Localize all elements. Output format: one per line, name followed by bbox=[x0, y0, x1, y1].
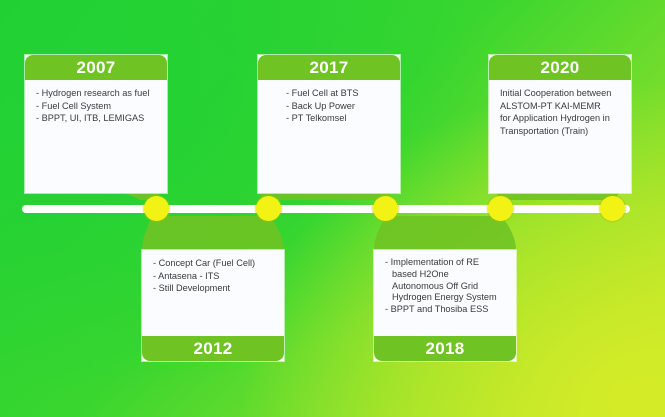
milestone-card-2018: - Implementation of RE based H2One Auton… bbox=[374, 250, 516, 361]
milestone-year: 2007 bbox=[25, 55, 167, 80]
milestone-line: Transportation (Train) bbox=[500, 125, 589, 136]
milestone-body: - Implementation of RE based H2One Auton… bbox=[374, 250, 516, 336]
milestone-line: - PT Telkomsel bbox=[286, 113, 347, 123]
milestone-line: based H2One bbox=[392, 268, 449, 279]
milestone-card-2007: 2007 - Hydrogen research as fuel - Fuel … bbox=[25, 55, 167, 193]
milestone-line: - Back Up Power bbox=[286, 100, 355, 111]
milestone-year: 2017 bbox=[258, 55, 400, 80]
milestone-line: - Antasena - ITS bbox=[153, 270, 220, 281]
milestone-line: Autonomous Off Grid bbox=[392, 280, 479, 291]
milestone-year: 2020 bbox=[489, 55, 631, 80]
milestone-line: Hydrogen Energy System bbox=[392, 292, 497, 303]
milestone-body: - Fuel Cell at BTS - Back Up Power - PT … bbox=[258, 80, 400, 193]
milestone-card-2020: 2020 Initial Cooperation between ALSTOM-… bbox=[489, 55, 631, 193]
milestone-line: Initial Cooperation between bbox=[500, 88, 612, 98]
timeline-dot-2007 bbox=[144, 196, 169, 221]
timeline-dot-2018 bbox=[488, 196, 513, 221]
milestone-line: - Still Development bbox=[153, 283, 231, 293]
milestone-line: - Fuel Cell at BTS bbox=[286, 88, 359, 98]
milestone-line: - BPPT and Thosiba ESS bbox=[385, 304, 489, 315]
milestone-body: - Concept Car (Fuel Cell) - Antasena - I… bbox=[142, 250, 284, 336]
milestone-line: for Application Hydrogen in bbox=[500, 113, 610, 123]
milestone-body: - Hydrogen research as fuel - Fuel Cell … bbox=[25, 80, 167, 193]
milestone-year: 2012 bbox=[142, 336, 284, 361]
milestone-line: - Hydrogen research as fuel bbox=[36, 88, 150, 98]
milestone-line: - Implementation of RE bbox=[385, 257, 479, 267]
milestone-line: - BPPT, UI, ITB, LEMIGAS bbox=[36, 113, 145, 123]
milestone-card-2017: 2017 - Fuel Cell at BTS - Back Up Power … bbox=[258, 55, 400, 193]
timeline-dot-2020 bbox=[600, 196, 625, 221]
timeline-line bbox=[22, 205, 630, 213]
milestone-line: - Concept Car (Fuel Cell) bbox=[153, 258, 256, 268]
milestone-line: ALSTOM-PT KAI-MEMR bbox=[500, 100, 601, 111]
timeline-dot-2012 bbox=[256, 196, 281, 221]
milestone-year: 2018 bbox=[374, 336, 516, 361]
milestone-card-2012: - Concept Car (Fuel Cell) - Antasena - I… bbox=[142, 250, 284, 361]
milestone-body: Initial Cooperation between ALSTOM-PT KA… bbox=[489, 80, 631, 193]
milestone-line: - Fuel Cell System bbox=[36, 100, 112, 111]
timeline-dot-2017 bbox=[373, 196, 398, 221]
